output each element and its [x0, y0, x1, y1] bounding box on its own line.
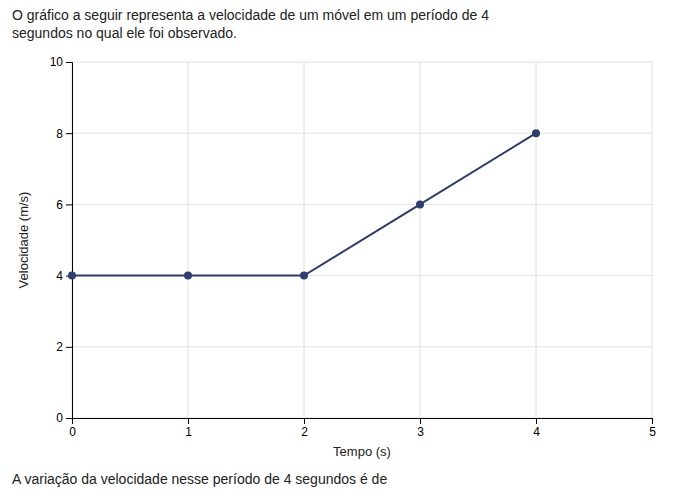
tick-label: 4 — [533, 425, 540, 439]
tick-label: 6 — [56, 198, 63, 212]
title: O gráfico a seguir representa a velocida… — [12, 7, 489, 41]
tick-label: 10 — [50, 55, 64, 69]
point — [532, 129, 540, 137]
x-axis-label: Tempo (s) — [333, 444, 391, 459]
tick-label: 3 — [417, 425, 424, 439]
tick: 4 — [533, 418, 540, 439]
grid-line — [420, 62, 421, 418]
tick-mark — [66, 62, 72, 63]
tick-mark — [66, 204, 72, 205]
tick: 0 — [69, 418, 76, 439]
plot: 0 1 2 3 4 5 0 2 4 6 8 10 Tempo (s) Velocidade (m/s) — [16, 55, 656, 459]
y-axis: 0 2 4 6 8 10 — [50, 55, 73, 425]
tick: 6 — [56, 198, 72, 212]
tick-label: 2 — [56, 340, 63, 354]
tick-label: 5 — [649, 425, 656, 439]
tick-mark — [66, 418, 72, 419]
line — [72, 133, 536, 275]
tick-mark — [66, 347, 72, 348]
tick-label: 0 — [69, 425, 76, 439]
tick-mark — [420, 418, 421, 424]
footer: A variação da velocidade nesse período d… — [12, 471, 387, 487]
chart-svg: O gráfico a seguir representa a velocida… — [0, 0, 686, 498]
point — [300, 272, 308, 280]
grid-line — [536, 62, 537, 418]
grid-line — [72, 204, 652, 205]
tick-mark — [536, 418, 537, 424]
title-line: segundos no qual ele foi observado. — [12, 25, 237, 41]
grid-line — [72, 133, 652, 134]
tick: 5 — [649, 418, 656, 439]
grid-line — [188, 62, 189, 418]
grid-line — [304, 62, 305, 418]
grid-line — [72, 346, 652, 347]
tick-label: 0 — [56, 411, 63, 425]
tick: 3 — [417, 418, 424, 439]
grid — [72, 62, 652, 418]
tick-mark — [66, 133, 72, 134]
tick: 1 — [185, 418, 192, 439]
axis-domain — [66, 63, 73, 419]
grid-line — [652, 62, 653, 418]
chart-container: O gráfico a seguir representa a velocida… — [0, 0, 686, 498]
x-axis: 0 1 2 3 4 5 — [69, 418, 656, 439]
grid-line — [72, 62, 652, 63]
tick-mark — [188, 418, 189, 424]
point — [416, 200, 424, 208]
point — [68, 272, 76, 280]
tick-label: 1 — [185, 425, 192, 439]
point — [184, 272, 192, 280]
axis-domain — [73, 419, 653, 425]
tick: 8 — [56, 127, 72, 141]
tick-label: 8 — [56, 127, 63, 141]
tick: 2 — [56, 340, 72, 354]
title-line: O gráfico a seguir representa a velocida… — [12, 7, 489, 23]
tick: 10 — [50, 55, 72, 69]
tick-mark — [652, 418, 653, 424]
y-axis-label: Velocidade (m/s) — [16, 192, 31, 289]
tick: 0 — [56, 411, 72, 425]
series — [68, 129, 540, 279]
tick-label: 2 — [301, 425, 308, 439]
tick: 2 — [301, 418, 308, 439]
tick-label: 4 — [56, 269, 63, 283]
tick-mark — [304, 418, 305, 424]
